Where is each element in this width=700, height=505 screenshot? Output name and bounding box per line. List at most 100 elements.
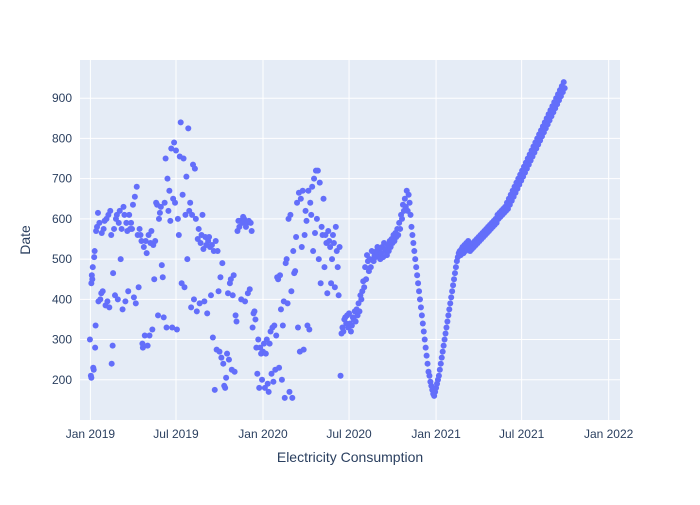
data-point xyxy=(278,376,285,383)
data-point xyxy=(122,298,129,305)
data-point xyxy=(149,326,156,333)
data-point xyxy=(405,191,412,198)
data-point xyxy=(348,322,355,329)
data-point xyxy=(148,227,155,234)
data-point xyxy=(201,298,208,305)
data-point xyxy=(143,250,150,257)
data-point xyxy=(265,388,272,395)
data-point xyxy=(277,306,284,313)
data-point xyxy=(406,199,413,206)
data-point xyxy=(277,272,284,279)
data-point xyxy=(254,370,261,377)
data-point xyxy=(137,231,144,238)
data-point xyxy=(181,284,188,291)
data-point xyxy=(224,350,231,357)
data-point xyxy=(424,360,431,367)
x-tick-label: Jan 2022 xyxy=(584,427,634,441)
data-point xyxy=(217,274,224,281)
data-point xyxy=(220,360,227,367)
data-point xyxy=(329,256,336,263)
data-point xyxy=(96,219,103,226)
data-point xyxy=(135,284,142,291)
data-point xyxy=(413,264,420,271)
data-point xyxy=(321,264,328,271)
x-tick-label: Jul 2020 xyxy=(326,427,372,441)
data-point xyxy=(141,332,148,339)
x-axis-title: Electricity Consumption xyxy=(277,449,423,465)
data-point xyxy=(284,300,291,307)
data-point xyxy=(157,203,164,210)
data-point xyxy=(347,328,354,335)
data-point xyxy=(197,240,204,247)
data-point xyxy=(114,296,121,303)
data-point xyxy=(104,298,111,305)
data-point xyxy=(162,155,169,162)
data-point xyxy=(187,199,194,206)
data-point xyxy=(92,322,99,329)
data-point xyxy=(416,288,423,295)
data-point xyxy=(152,238,159,245)
data-point xyxy=(311,175,318,182)
data-point xyxy=(142,238,149,245)
data-point xyxy=(214,248,221,255)
data-point xyxy=(336,244,343,251)
data-point xyxy=(411,248,418,255)
data-point xyxy=(232,312,239,319)
data-point xyxy=(337,372,344,379)
data-points xyxy=(86,79,568,401)
data-point xyxy=(171,139,178,146)
x-tick-label: Jan 2020 xyxy=(238,427,288,441)
data-point xyxy=(155,215,162,222)
data-point xyxy=(286,388,293,395)
data-point xyxy=(247,219,254,226)
data-point xyxy=(414,272,421,279)
data-point xyxy=(266,340,273,347)
data-point xyxy=(268,370,275,377)
data-point xyxy=(288,288,295,295)
data-point xyxy=(441,336,448,343)
data-point xyxy=(317,280,324,287)
y-tick-label: 500 xyxy=(52,252,72,266)
data-point xyxy=(408,223,415,230)
data-point xyxy=(193,308,200,315)
data-point xyxy=(138,238,145,245)
data-point xyxy=(88,374,95,381)
data-point xyxy=(159,274,166,281)
data-point xyxy=(119,306,126,313)
data-point xyxy=(435,372,442,379)
data-point xyxy=(131,193,138,200)
data-point xyxy=(397,225,404,232)
x-tick-label: Jul 2021 xyxy=(499,427,545,441)
data-point xyxy=(189,211,196,218)
data-point xyxy=(207,292,214,299)
data-point xyxy=(259,376,266,383)
data-point xyxy=(108,231,115,238)
data-point xyxy=(223,374,230,381)
data-point xyxy=(89,276,96,283)
data-point xyxy=(417,304,424,311)
data-point xyxy=(279,322,286,329)
data-point xyxy=(196,300,203,307)
data-point xyxy=(412,256,419,263)
data-point xyxy=(248,227,255,234)
data-point xyxy=(415,280,422,287)
data-point xyxy=(180,155,187,162)
data-point xyxy=(184,256,191,263)
y-tick-labels: 200 300 400 500 600 700 800 900 xyxy=(52,91,72,387)
data-point xyxy=(306,326,313,333)
data-point xyxy=(117,256,124,263)
data-point xyxy=(395,231,402,238)
data-point xyxy=(421,336,428,343)
data-point xyxy=(299,187,306,194)
data-point xyxy=(327,244,334,251)
y-tick-label: 200 xyxy=(52,373,72,387)
data-point xyxy=(294,199,301,206)
data-point xyxy=(230,272,237,279)
data-point xyxy=(233,318,240,325)
data-point xyxy=(175,231,182,238)
data-point xyxy=(126,211,133,218)
data-point xyxy=(151,276,158,283)
data-point xyxy=(301,231,308,238)
data-point xyxy=(164,175,171,182)
